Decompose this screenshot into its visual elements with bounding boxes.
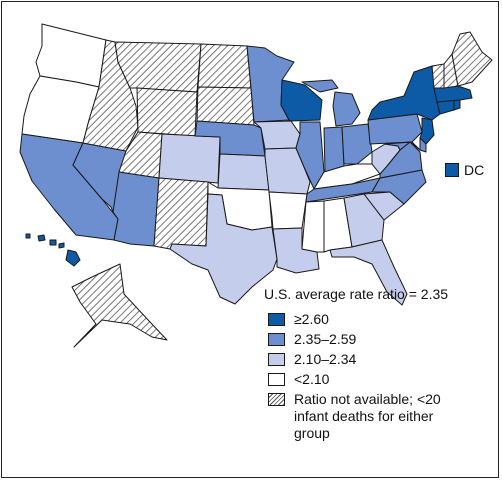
legend: U.S. average rate ratio = 2.35 ≥2.60 2.3… [264,286,454,451]
state-hi-islands [25,233,65,249]
legend-swatch [268,353,285,366]
state-ar [268,191,308,230]
state-wi [280,79,323,122]
legend-item-light: 2.10–2.34 [264,351,454,371]
state-nj [419,117,435,145]
state-ky [313,163,381,190]
legend-title: U.S. average rate ratio = 2.35 [264,286,449,302]
legend-swatch [268,333,285,346]
state-sd [196,86,255,126]
state-ri [453,99,461,111]
state-mt [114,41,202,93]
state-oh [341,123,373,165]
state-vt [431,63,445,89]
state-me [451,31,493,87]
state-az [112,171,160,247]
legend-item-hatch: Ratio not available; <20 infant deaths f… [264,391,454,451]
state-wy [136,87,198,137]
state-mi [301,79,361,127]
legend-swatch [268,373,285,386]
state-in [323,126,345,173]
legend-swatch [268,313,285,326]
state-tx [169,193,278,305]
legend-swatch [268,393,285,406]
legend-label: ≥2.60 [294,311,329,327]
legend-label: <2.10 [294,371,330,387]
state-co [158,133,221,184]
state-ms [301,200,325,253]
state-md [384,141,421,151]
state-ks [217,153,270,191]
dc-label: DC [464,162,485,178]
state-fl [329,239,408,306]
legend-item-dark: ≥2.60 [264,311,454,331]
state-hi [65,249,81,267]
dc-marker [445,163,459,177]
legend-label: 2.10–2.34 [294,351,357,367]
state-ak [71,263,168,348]
state-nd [197,43,252,89]
legend-label: Ratio not available; <20 infant deaths f… [294,391,441,441]
state-il [295,121,325,190]
state-ny [367,65,441,121]
legend-label: 2.35–2.59 [294,331,357,347]
legend-item-none: <2.10 [264,371,454,391]
legend-item-medium: 2.35–2.59 [264,331,454,351]
state-la [272,227,320,274]
state-nm [153,177,209,250]
